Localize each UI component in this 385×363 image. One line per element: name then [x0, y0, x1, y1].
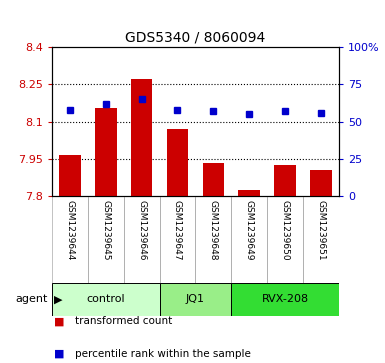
Text: GSM1239646: GSM1239646 [137, 200, 146, 261]
Bar [274, 165, 296, 196]
Text: percentile rank within the sample: percentile rank within the sample [75, 349, 251, 359]
Bar [203, 163, 224, 196]
Bar [231, 196, 267, 283]
Bar [195, 196, 231, 283]
Text: GSM1239649: GSM1239649 [244, 200, 254, 261]
Bar [131, 79, 152, 196]
Title: GDS5340 / 8060094: GDS5340 / 8060094 [125, 30, 266, 45]
Text: GSM1239645: GSM1239645 [101, 200, 110, 261]
Bar [231, 283, 339, 316]
Bar [52, 196, 88, 283]
Bar [310, 170, 331, 196]
Text: transformed count: transformed count [75, 316, 172, 326]
Bar [88, 196, 124, 283]
Text: ▶: ▶ [54, 294, 62, 305]
Bar [159, 196, 196, 283]
Text: GSM1239647: GSM1239647 [173, 200, 182, 261]
Bar [238, 190, 260, 196]
Bar [267, 196, 303, 283]
Bar [159, 283, 231, 316]
Bar [303, 196, 339, 283]
Text: control: control [87, 294, 125, 305]
Bar [95, 108, 117, 196]
Text: RVX-208: RVX-208 [261, 294, 309, 305]
Text: ■: ■ [54, 316, 64, 326]
Text: GSM1239648: GSM1239648 [209, 200, 218, 261]
Text: JQ1: JQ1 [186, 294, 205, 305]
Bar [124, 196, 159, 283]
Text: GSM1239644: GSM1239644 [65, 200, 74, 261]
Bar [52, 283, 159, 316]
Text: GSM1239651: GSM1239651 [316, 200, 325, 261]
Bar [59, 155, 81, 196]
Text: ■: ■ [54, 349, 64, 359]
Bar [167, 129, 188, 196]
Text: agent: agent [16, 294, 48, 305]
Text: GSM1239650: GSM1239650 [281, 200, 290, 261]
